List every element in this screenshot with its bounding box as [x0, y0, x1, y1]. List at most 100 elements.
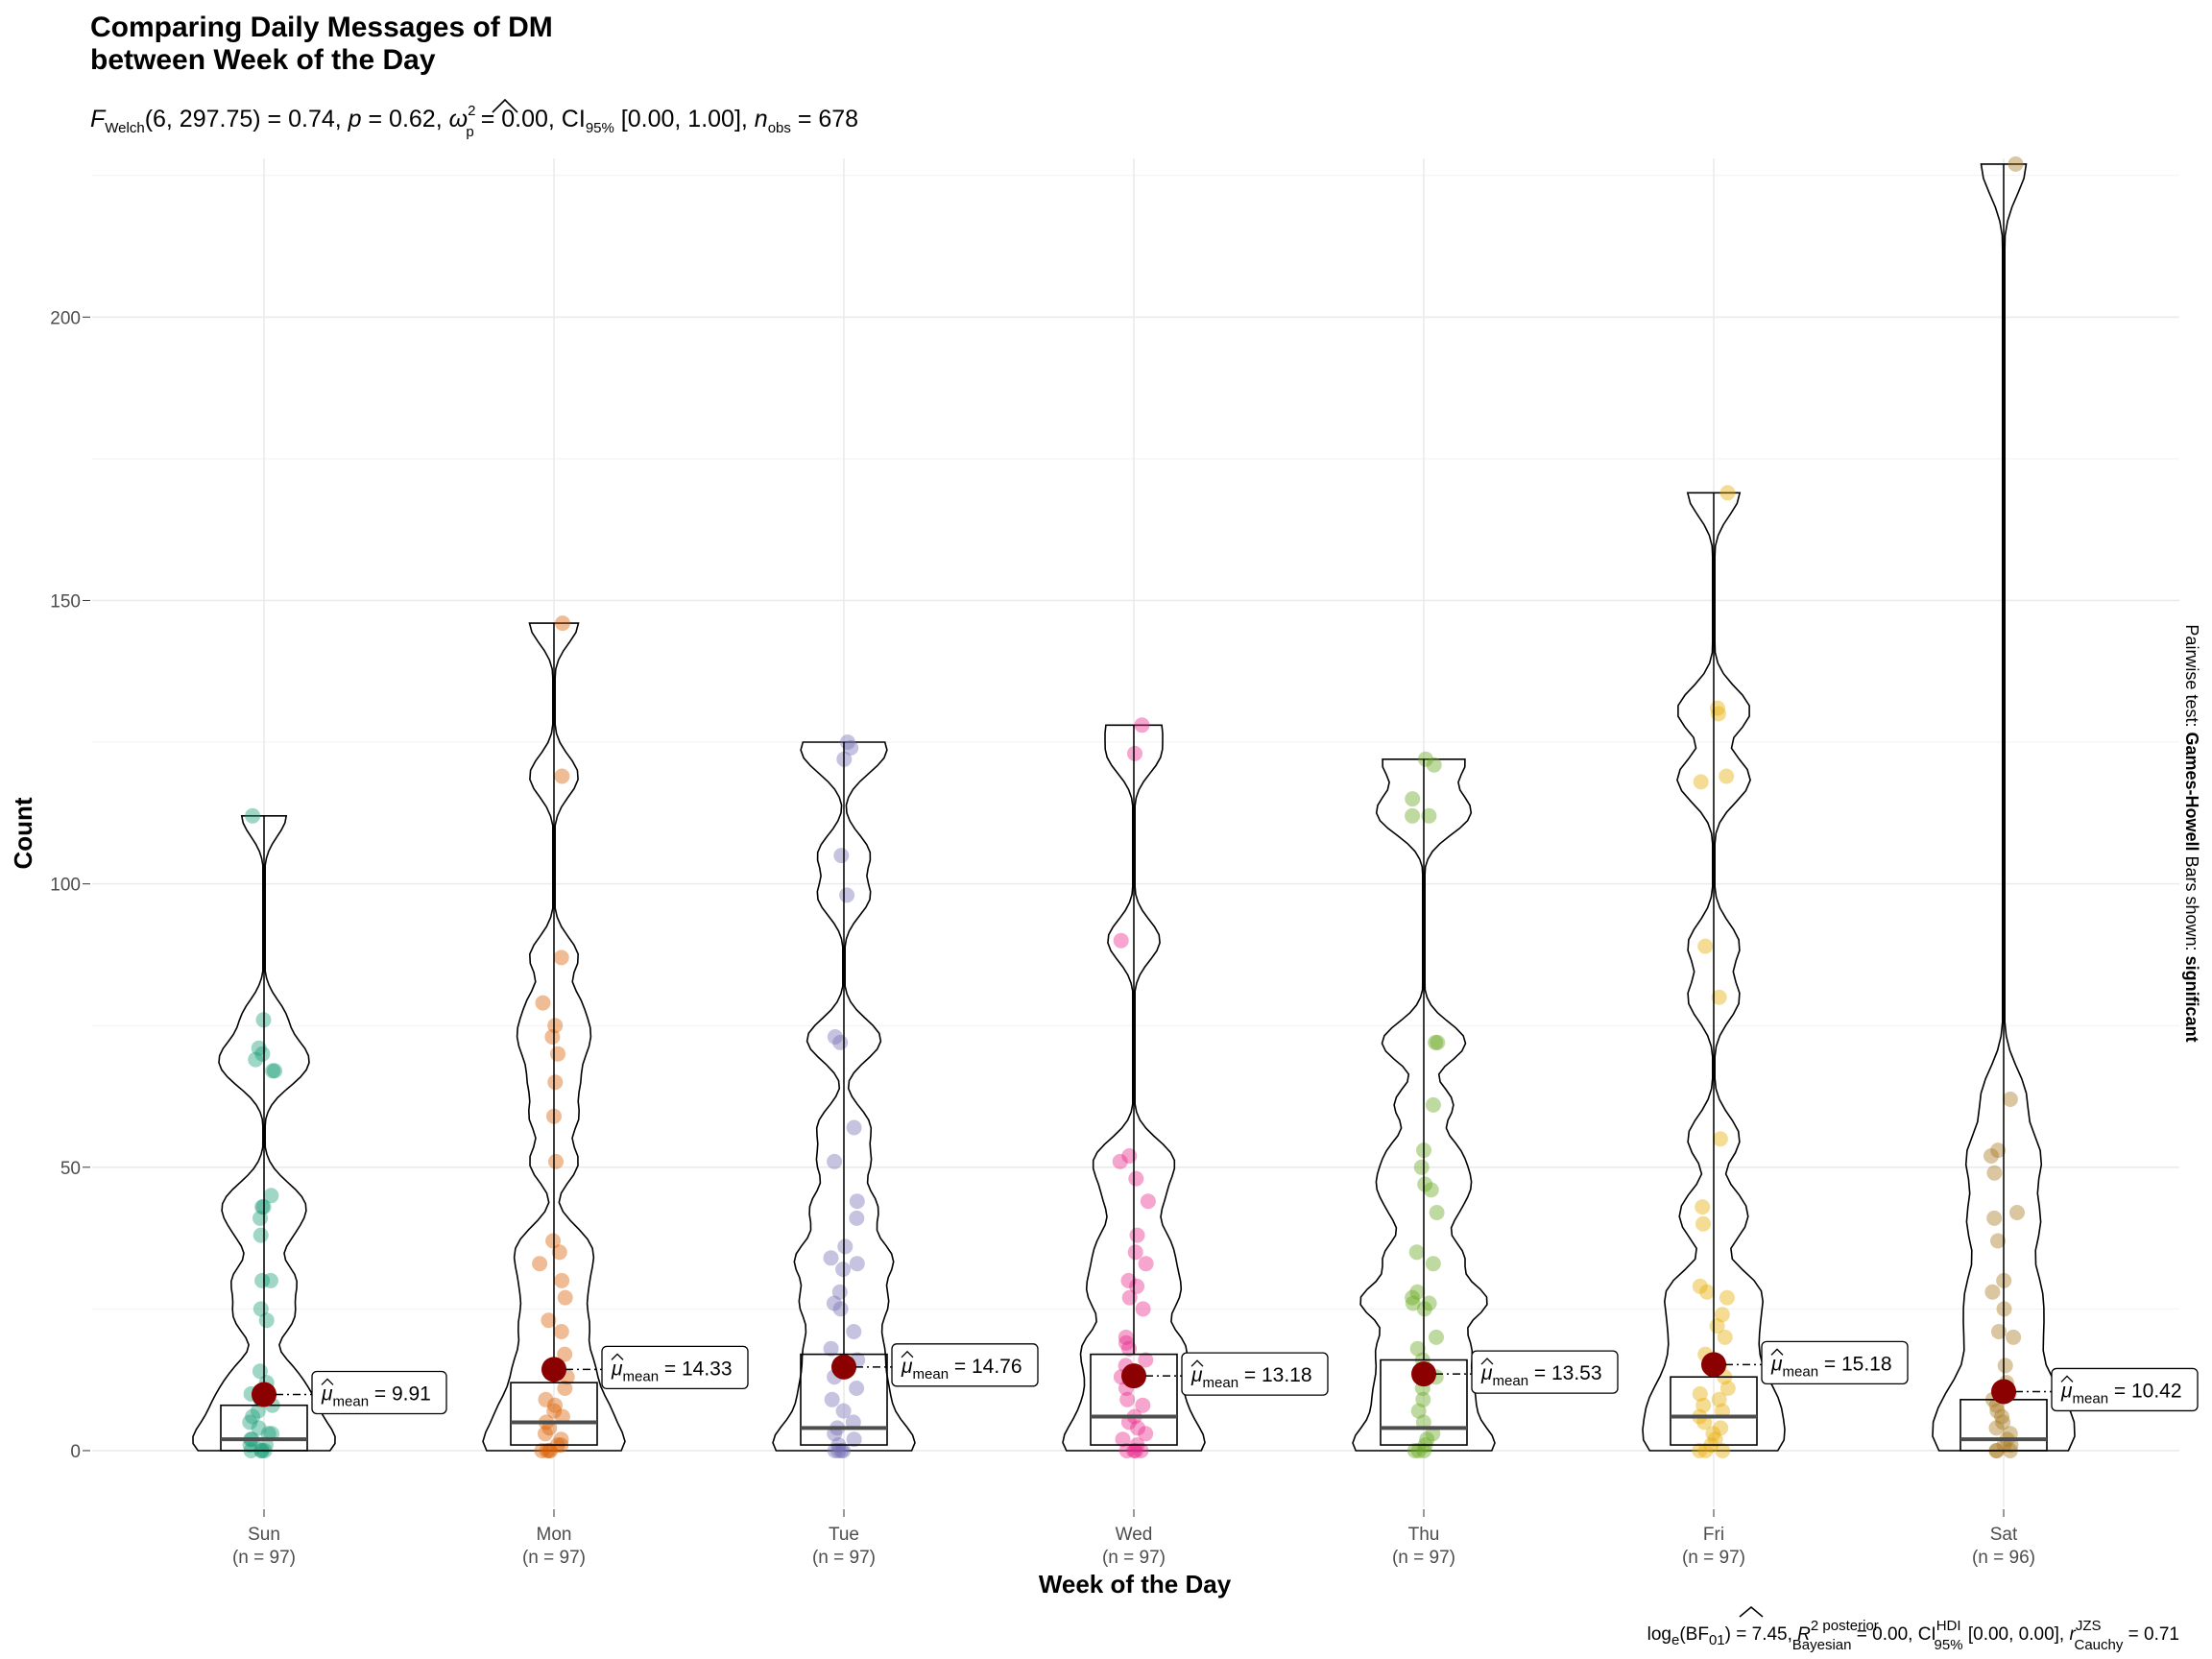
- data-point: [1695, 1215, 1711, 1232]
- caption-rc: r: [2070, 1624, 2077, 1645]
- subtitle-n-val: = 678: [791, 106, 858, 132]
- data-point: [267, 1063, 283, 1079]
- data-point: [532, 1256, 548, 1272]
- data-point: [1408, 1244, 1425, 1261]
- data-point: [1127, 1443, 1143, 1458]
- data-point: [1425, 1096, 1441, 1113]
- data-point: [1421, 807, 1437, 824]
- data-point: [1138, 1256, 1154, 1272]
- y-tick-label: 150: [50, 591, 81, 612]
- data-point: [1405, 1289, 1421, 1306]
- data-point: [1405, 807, 1421, 824]
- mean-point: [1701, 1352, 1726, 1378]
- data-point: [846, 1324, 862, 1339]
- chart-title-line2: between Week of the Day: [90, 44, 436, 76]
- data-point: [849, 1210, 865, 1226]
- data-point: [1134, 717, 1150, 733]
- data-point: [2006, 1329, 2022, 1345]
- data-point: [1127, 745, 1142, 761]
- pairwise-shown: significant: [2182, 956, 2201, 1043]
- data-point: [1138, 1426, 1154, 1442]
- data-point: [1410, 1403, 1427, 1419]
- violin-sat: [1932, 163, 2076, 1452]
- mean-label: μmean = 14.76: [901, 1356, 1022, 1382]
- y-axis-title: Count: [9, 797, 37, 869]
- data-point: [835, 1403, 852, 1419]
- data-point: [1410, 1443, 1427, 1458]
- data-point: [1428, 1034, 1444, 1050]
- groups: μmean = 9.91 μmean = 14.33 μmean = 14.76 μm…: [192, 156, 2199, 1458]
- subtitle-p: p: [348, 106, 362, 132]
- data-point: [544, 1029, 561, 1045]
- data-point: [1692, 1385, 1708, 1402]
- mean-label-box: [1181, 1352, 1329, 1396]
- y-tick-label: 200: [50, 308, 81, 328]
- data-point: [1988, 1420, 2005, 1436]
- data-point: [1409, 1284, 1426, 1300]
- data-point: [1405, 1295, 1421, 1311]
- data-point: [547, 1018, 564, 1034]
- group-sun: μmean = 9.91: [192, 807, 447, 1458]
- subtitle-omega: ω: [449, 106, 468, 132]
- data-point: [245, 807, 261, 824]
- data-point: [254, 1272, 271, 1288]
- data-point: [846, 1119, 862, 1136]
- data-point: [1127, 1244, 1143, 1261]
- data-point: [1994, 1408, 2009, 1425]
- data-point: [1126, 1443, 1142, 1458]
- data-point: [557, 1346, 573, 1362]
- data-point: [251, 1420, 267, 1436]
- mean-point: [252, 1382, 276, 1407]
- data-point: [1121, 1289, 1138, 1306]
- data-point: [846, 1431, 862, 1448]
- data-point: [1995, 1414, 2011, 1431]
- data-point: [1130, 1420, 1145, 1436]
- data-point: [1713, 1420, 1729, 1436]
- data-point: [1714, 1307, 1730, 1323]
- mean-label: μmean = 10.42: [2060, 1380, 2182, 1407]
- data-point: [258, 1312, 275, 1329]
- data-point: [1405, 791, 1421, 807]
- data-point: [245, 1408, 261, 1425]
- data-point: [2008, 156, 2024, 172]
- r-hat: [1739, 1606, 1764, 1618]
- x-tick-label: Tue: [829, 1525, 859, 1545]
- violin-wed: [1062, 724, 1206, 1452]
- y-tick-label: 0: [70, 1442, 81, 1462]
- data-point: [252, 1227, 269, 1243]
- data-point: [843, 739, 859, 756]
- mean-point: [831, 1354, 856, 1380]
- box-wed: [1090, 1353, 1178, 1446]
- subtitle-n-sub: obs: [768, 120, 791, 136]
- violin-fri: [1642, 492, 1786, 1452]
- mean-point: [1121, 1363, 1146, 1389]
- caption-r-sup: 2 posterior: [1811, 1618, 1879, 1634]
- data-point: [1711, 989, 1727, 1005]
- data-point: [1715, 1443, 1731, 1458]
- mean-point: [1411, 1361, 1436, 1387]
- data-point: [1711, 1391, 1727, 1407]
- data-point: [1417, 751, 1433, 767]
- subtitle-omega-val: = 0.00, CI: [474, 106, 586, 132]
- mean-hat: [2060, 1375, 2074, 1382]
- data-point: [1416, 1443, 1432, 1458]
- data-point: [1135, 1301, 1151, 1317]
- data-point: [1699, 1284, 1716, 1300]
- chart-title-line1: Comparing Daily Messages of DM: [90, 12, 553, 43]
- data-point: [1140, 1193, 1156, 1210]
- data-point: [1430, 1034, 1446, 1050]
- caption-r-val: = 0.00, CI: [1852, 1624, 1936, 1645]
- x-tick-label: Thu: [1408, 1525, 1440, 1545]
- pairwise-prefix: Pairwise test:: [2182, 624, 2201, 732]
- data-point: [251, 1040, 267, 1056]
- x-tick-n: (n = 97): [812, 1548, 876, 1568]
- data-point: [823, 1340, 839, 1357]
- data-point: [1119, 1391, 1136, 1407]
- data-point: [1417, 1176, 1433, 1192]
- data-point: [1129, 1227, 1145, 1243]
- data-point: [1421, 1295, 1437, 1311]
- box-mon: [510, 1382, 598, 1446]
- data-point: [1719, 768, 1735, 784]
- x-tick-label: Sun: [248, 1525, 280, 1545]
- data-point: [545, 1233, 562, 1249]
